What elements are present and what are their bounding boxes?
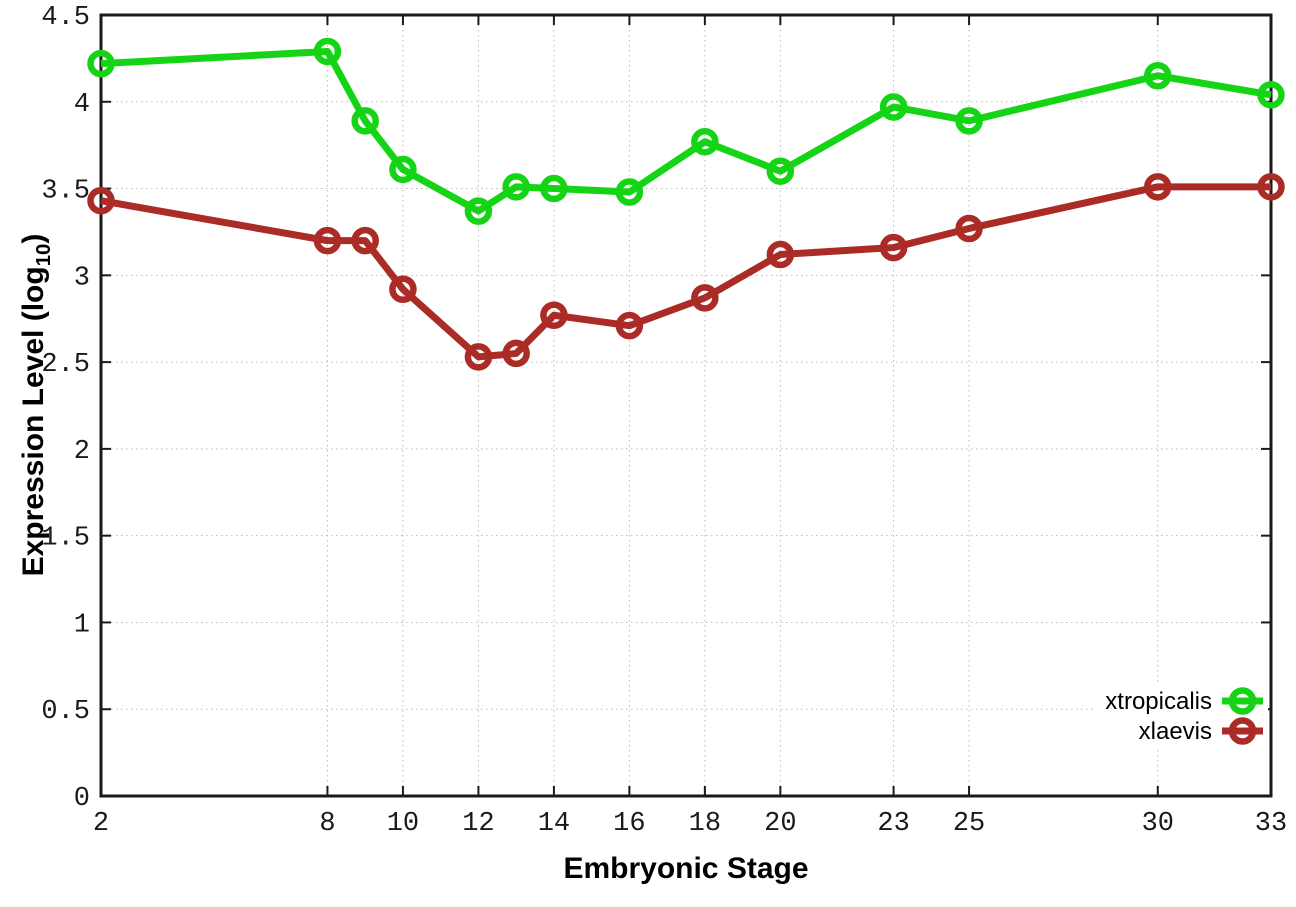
data-point-xtropicalis-14: [540, 174, 568, 203]
data-point-xtropicalis-23: [879, 93, 908, 121]
data-point-xlaevis-18: [691, 284, 719, 312]
data-point-xtropicalis-13: [502, 173, 530, 201]
data-point-xtropicalis-9: [351, 107, 379, 135]
data-point-xtropicalis-25: [955, 107, 983, 135]
y-tick-label: 0.5: [41, 697, 90, 727]
data-point-xlaevis-14: [540, 301, 568, 330]
y-tick-label: 3.5: [41, 177, 90, 207]
y-tick-label: 4.5: [41, 3, 90, 33]
data-point-xlaevis-10: [389, 275, 417, 303]
y-axis-title: Expression Level (log10): [10, 5, 58, 805]
data-point-xlaevis-12: [464, 343, 493, 371]
data-point-xlaevis-2: [87, 186, 115, 215]
x-tick-label: 25: [953, 809, 985, 839]
y-axis-title-close: ): [17, 233, 50, 244]
x-tick-label: 12: [462, 809, 494, 839]
x-tick-label: 33: [1255, 809, 1287, 839]
legend-label-xtropicalis: xtropicalis: [1105, 688, 1212, 715]
data-point-xlaevis-9: [351, 226, 379, 255]
y-tick-label: 1: [74, 610, 90, 640]
series-line-xtropicalis: [100, 47, 1272, 215]
y-tick-label: 2: [74, 437, 90, 467]
data-point-xtropicalis-20: [766, 157, 795, 185]
x-tick-label: 16: [613, 809, 645, 839]
y-tick-label: 2.5: [41, 350, 90, 380]
y-axis-title-main: Expression Level (log: [17, 266, 50, 577]
legend-label-xlaevis: xlaevis: [1139, 718, 1212, 745]
y-axis-title-subscript: 10: [33, 243, 55, 267]
data-point-xlaevis-33: [1257, 173, 1285, 201]
data-point-xlaevis-23: [879, 233, 908, 262]
y-tick-label: 3: [74, 263, 90, 293]
data-point-xlaevis-25: [955, 214, 983, 243]
data-point-xlaevis-8: [313, 226, 342, 255]
plot-border: [99, 13, 1273, 798]
legend-marker-xlaevis: [1228, 717, 1257, 745]
data-point-xtropicalis-18: [691, 127, 719, 156]
data-point-xtropicalis-10: [389, 155, 417, 184]
x-tick-label: 20: [764, 809, 796, 839]
x-tick-label: 30: [1142, 809, 1174, 839]
y-tick-label: 0: [74, 784, 90, 814]
x-axis-title: Embryonic Stage: [563, 852, 809, 885]
x-tick-label: 2: [93, 809, 109, 839]
x-tick-label: 10: [387, 809, 419, 839]
data-point-xlaevis-20: [766, 240, 795, 269]
x-tick-label: 18: [689, 809, 721, 839]
data-point-xtropicalis-12: [464, 197, 493, 225]
x-tick-label: 8: [319, 809, 335, 839]
data-point-xlaevis-30: [1144, 173, 1172, 201]
series-line-xlaevis: [100, 183, 1271, 361]
x-tick-label: 23: [877, 809, 909, 839]
data-point-xlaevis-16: [615, 311, 644, 340]
data-point-xtropicalis-8: [313, 37, 342, 66]
data-point-xtropicalis-33: [1257, 81, 1285, 109]
legend-background: [1095, 684, 1268, 748]
data-point-xlaevis-13: [502, 339, 530, 368]
data-point-xtropicalis-30: [1144, 61, 1172, 90]
data-point-xtropicalis-2: [87, 49, 115, 78]
data-point-xtropicalis-16: [615, 178, 644, 206]
y-tick-label: 4: [74, 90, 90, 120]
legend-marker-xtropicalis: [1228, 687, 1257, 715]
x-tick-label: 14: [538, 809, 570, 839]
y-tick-label: 1.5: [41, 524, 90, 554]
